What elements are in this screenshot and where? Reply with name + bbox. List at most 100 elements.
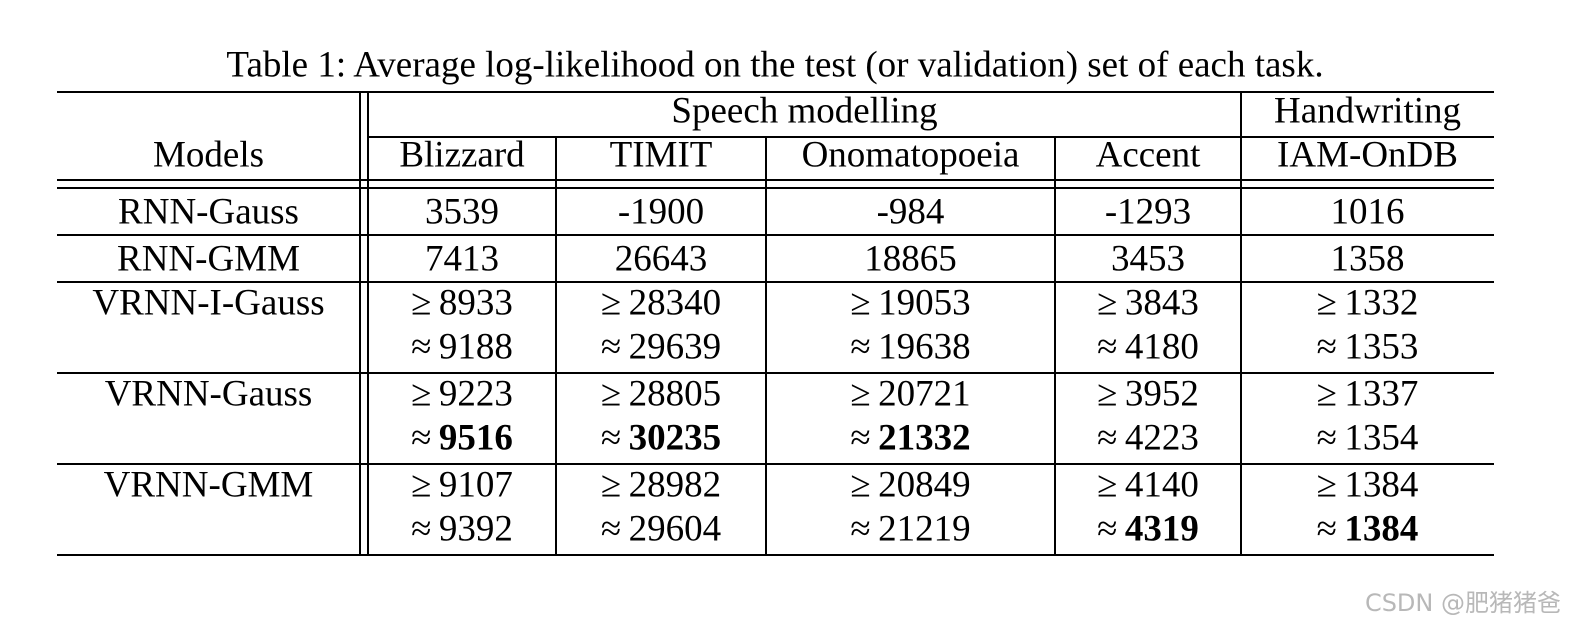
model-name: RNN-GMM (117, 238, 300, 279)
column-rule (359, 92, 361, 555)
rule (57, 281, 1494, 283)
value: 1354 (1344, 417, 1419, 459)
cell: ≥ 20721 (850, 376, 970, 413)
column-rule (1054, 137, 1056, 555)
cell: -1900 (618, 193, 704, 230)
cell: ≈ 4223 (1097, 420, 1199, 457)
bound-sign: ≥ (850, 373, 871, 415)
value: 28982 (628, 464, 722, 506)
value: 9516 (438, 417, 513, 459)
cell: ≈ 4319 (1097, 511, 1199, 548)
value: 3843 (1124, 282, 1199, 324)
value: 9392 (438, 508, 513, 550)
bound-sign: ≈ (411, 417, 432, 459)
value: 21219 (878, 508, 971, 550)
cell: ≥ 28340 (601, 285, 721, 322)
value: 29639 (628, 326, 722, 368)
column-rule (1240, 92, 1242, 555)
column-header: Onomatopoeia (801, 134, 1020, 176)
bound-sign: ≈ (1097, 326, 1118, 368)
column-header: TIMIT (609, 134, 713, 176)
value: 4223 (1124, 417, 1199, 459)
model-name: VRNN-Gauss (104, 373, 313, 415)
rule (57, 554, 1494, 556)
value: 9223 (438, 373, 513, 415)
column-rule (765, 137, 767, 555)
value: 18865 (864, 238, 957, 279)
cell: ≥ 3952 (1097, 376, 1199, 413)
value: 1353 (1344, 326, 1419, 368)
value: 1016 (1330, 191, 1405, 232)
bound-sign: ≥ (600, 373, 622, 415)
bound-sign: ≥ (411, 373, 432, 415)
bound-sign: ≥ (1097, 373, 1118, 415)
cell: -1293 (1105, 193, 1191, 230)
bound-sign: ≥ (850, 464, 871, 506)
bound-sign: ≥ (1316, 282, 1337, 324)
value: 4180 (1124, 326, 1199, 368)
value: 3539 (425, 191, 499, 232)
bound-sign: ≥ (411, 464, 432, 506)
cell: ≈ 1354 (1317, 420, 1419, 457)
cell: ≥ 8933 (411, 285, 513, 322)
bound-sign: ≈ (411, 508, 432, 550)
value: 4140 (1124, 464, 1199, 506)
bound-sign: ≈ (1097, 508, 1118, 550)
cell: ≈ 4180 (1097, 329, 1199, 366)
value: 1384 (1344, 464, 1419, 506)
cell: -984 (877, 193, 945, 230)
cell: ≈ 19638 (850, 329, 970, 366)
value: 30235 (628, 417, 722, 459)
value: 19053 (878, 282, 971, 324)
cell: ≈ 29639 (601, 329, 721, 366)
column-rule (367, 92, 369, 555)
bound-sign: ≈ (850, 326, 871, 368)
value: 3453 (1111, 238, 1185, 279)
cell: ≥ 1337 (1317, 376, 1419, 413)
bound-sign: ≈ (1316, 326, 1337, 368)
bound-sign: ≥ (600, 282, 622, 324)
rule (57, 372, 1494, 374)
value: 1337 (1344, 373, 1419, 415)
model-name: RNN-Gauss (118, 191, 299, 232)
cell: ≈ 1353 (1317, 329, 1419, 366)
bound-sign: ≈ (1316, 508, 1337, 550)
cell: ≥ 19053 (850, 285, 970, 322)
bound-sign: ≈ (1097, 417, 1118, 459)
cell: ≈ 1384 (1317, 511, 1419, 548)
cell: 3453 (1111, 240, 1185, 277)
cell: ≈ 30235 (601, 420, 721, 457)
cell: ≈ 9516 (411, 420, 513, 457)
cell: ≈ 9188 (411, 329, 513, 366)
cell: 1016 (1331, 193, 1405, 230)
cell: 3539 (425, 193, 499, 230)
value: 1384 (1344, 508, 1419, 550)
cell: ≥ 9107 (411, 467, 513, 504)
rule (57, 463, 1494, 465)
cell: ≈ 21332 (850, 420, 970, 457)
value: 3952 (1124, 373, 1199, 415)
cell: ≥ 1384 (1317, 467, 1419, 504)
bound-sign: ≥ (1316, 373, 1337, 415)
bound-sign: ≥ (1316, 464, 1337, 506)
bound-sign: ≥ (411, 282, 432, 324)
model-name: VRNN-I-Gauss (92, 282, 325, 324)
value: -1293 (1104, 191, 1192, 232)
column-header: Blizzard (399, 134, 525, 176)
column-header: IAM-OnDB (1277, 134, 1458, 176)
bound-sign: ≈ (850, 417, 871, 459)
value: 1332 (1344, 282, 1419, 324)
cell: ≥ 28805 (601, 376, 721, 413)
bound-sign: ≥ (600, 464, 622, 506)
value: 8933 (438, 282, 513, 324)
cell: 26643 (615, 240, 708, 277)
bound-sign: ≈ (1316, 417, 1337, 459)
rule (57, 234, 1494, 236)
cell: 7413 (425, 240, 499, 277)
column-header: Models (153, 134, 264, 176)
column-rule (555, 137, 557, 555)
value: 9188 (438, 326, 513, 368)
cell: ≥ 4140 (1097, 467, 1199, 504)
bound-sign: ≥ (1097, 282, 1118, 324)
